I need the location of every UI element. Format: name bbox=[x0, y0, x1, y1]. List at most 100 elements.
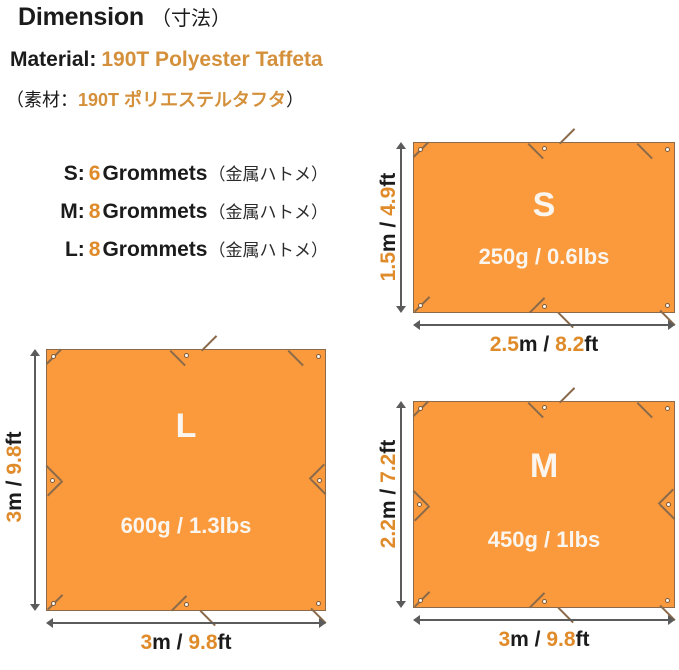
grommet-size-label: S: bbox=[63, 162, 85, 185]
arrow-cap-bottom-icon bbox=[29, 604, 40, 611]
grommet-reinforcement-icon bbox=[559, 128, 576, 145]
dim-value-meters: 3 bbox=[140, 631, 153, 654]
tarp-diagram-large: L 600g / 1.3lbs 3m / 9.8ft 3m / 9.8ft bbox=[0, 335, 350, 670]
dim-unit-meters: m bbox=[518, 333, 538, 356]
grommet-hole-icon bbox=[418, 147, 423, 152]
grommet-count: 6 bbox=[88, 162, 101, 185]
tarp-weight: 600g / 1.3lbs bbox=[120, 513, 252, 538]
dim-value-meters: 1.5 bbox=[377, 252, 400, 282]
list-item: S: 6Grommets（金属ハトメ） bbox=[0, 155, 340, 193]
grommet-hole-icon bbox=[183, 353, 189, 358]
dim-value-feet: 7.2 bbox=[377, 453, 400, 483]
dim-value-meters: 3 bbox=[498, 628, 511, 651]
grommet-hole-icon bbox=[317, 477, 322, 483]
arrow-line bbox=[400, 148, 402, 307]
grommet-hole-icon bbox=[665, 147, 670, 152]
arrow-cap-bottom-icon bbox=[395, 601, 406, 608]
dim-separator: / bbox=[377, 215, 400, 234]
dimension-arrow-vertical-small bbox=[394, 142, 408, 313]
arrow-cap-bottom-icon bbox=[395, 306, 406, 313]
dim-value-meters: 2.5 bbox=[489, 333, 519, 356]
dim-separator: / bbox=[3, 474, 26, 493]
dimension-label-width-medium: 3m / 9.8ft bbox=[413, 628, 675, 652]
grommet-hole-icon bbox=[541, 405, 547, 410]
grommet-hole-icon bbox=[665, 598, 670, 603]
dimension-label-height-small: 1.5m / 4.9ft bbox=[377, 152, 401, 302]
tarp-label-group-large: L 600g / 1.3lbs bbox=[47, 350, 325, 610]
grommet-size-label: M: bbox=[60, 200, 85, 223]
grommet-hole-icon bbox=[417, 502, 422, 507]
material-jp-accent: 190T ポリエステルタフタ bbox=[78, 90, 287, 110]
arrow-cap-top-icon bbox=[395, 142, 406, 149]
dimension-label-width-large: 3m / 9.8ft bbox=[46, 631, 326, 655]
dimension-arrow-horizontal-small bbox=[413, 318, 675, 332]
dim-value-feet: 9.8 bbox=[188, 631, 218, 654]
grommet-reinforcement-icon bbox=[201, 335, 218, 352]
tarp-shape-medium: M 450g / 1lbs bbox=[412, 387, 676, 624]
dim-value-feet: 8.2 bbox=[555, 333, 585, 356]
dim-unit-meters: m bbox=[510, 628, 529, 651]
grommet-hole-icon bbox=[183, 602, 189, 607]
dim-unit-feet: ft bbox=[377, 172, 400, 187]
dim-separator: / bbox=[537, 333, 556, 356]
specification-text-block: Dimension （寸法） Material: 190T Polyester Ta… bbox=[0, 0, 400, 290]
arrow-cap-right-icon bbox=[668, 319, 675, 330]
grommet-hole-icon bbox=[665, 406, 670, 411]
tarp-size-letter: S bbox=[532, 185, 556, 224]
dimension-arrow-vertical-large bbox=[28, 349, 42, 611]
arrow-line bbox=[419, 324, 669, 326]
dimension-arrow-horizontal-medium bbox=[413, 613, 675, 627]
grommet-word-japanese: （金属ハトメ） bbox=[208, 241, 328, 260]
arrow-cap-top-icon bbox=[395, 401, 406, 408]
grommet-hole-icon bbox=[418, 406, 423, 411]
dim-unit-meters: m bbox=[3, 492, 26, 511]
dimension-label-width-small: 2.5m / 8.2ft bbox=[413, 333, 675, 357]
material-jp-prefix: （素材： bbox=[6, 90, 78, 110]
dim-value-feet: 4.9 bbox=[377, 186, 400, 216]
arrow-line bbox=[52, 622, 320, 624]
arrow-cap-left-icon bbox=[413, 614, 420, 625]
tarp-size-letter: L bbox=[175, 407, 197, 445]
arrow-cap-left-icon bbox=[413, 319, 420, 330]
tarp-shape-small: S 250g / 0.6lbs bbox=[412, 128, 676, 329]
dim-unit-meters: m bbox=[152, 631, 171, 654]
arrow-cap-left-icon bbox=[46, 617, 53, 628]
grommet-reinforcement-icon bbox=[559, 387, 576, 404]
grommet-count: 8 bbox=[88, 200, 101, 223]
arrow-line bbox=[34, 355, 36, 605]
dim-separator: / bbox=[377, 482, 400, 501]
dimension-label-height-large: 3m / 9.8ft bbox=[3, 402, 27, 552]
dimension-arrow-vertical-medium bbox=[394, 401, 408, 608]
grommet-hole-icon bbox=[418, 303, 423, 308]
tarp-label-group-medium: M 450g / 1lbs bbox=[414, 402, 674, 607]
dim-unit-feet: ft bbox=[575, 628, 590, 651]
dim-value-meters: 2.2 bbox=[377, 519, 400, 549]
material-value: 190T Polyester Taffeta bbox=[101, 48, 323, 71]
grommet-hole-icon bbox=[50, 477, 55, 483]
dim-unit-feet: ft bbox=[217, 631, 232, 654]
arrow-cap-right-icon bbox=[668, 614, 675, 625]
grommet-count: 8 bbox=[88, 238, 101, 261]
arrow-line bbox=[419, 619, 669, 621]
arrow-cap-right-icon bbox=[319, 617, 326, 628]
list-item: M: 8Grommets（金属ハトメ） bbox=[0, 193, 340, 231]
grommet-word: Grommets bbox=[102, 238, 208, 261]
arrow-cap-top-icon bbox=[29, 349, 40, 356]
tarp-label-group-small: S 250g / 0.6lbs bbox=[414, 143, 674, 312]
dim-unit-feet: ft bbox=[584, 333, 599, 356]
grommet-spec-list: S: 6Grommets（金属ハトメ） M: 8Grommets（金属ハトメ） L:… bbox=[0, 155, 340, 269]
list-item: L: 8Grommets（金属ハトメ） bbox=[0, 231, 340, 269]
arrow-line bbox=[400, 407, 402, 602]
tarp-diagram-small: S 250g / 0.6lbs 1.5m / 4.9ft 2.5m / 8.2f… bbox=[370, 128, 679, 360]
grommet-hole-icon bbox=[51, 601, 56, 606]
grommet-word-japanese: （金属ハトメ） bbox=[208, 203, 328, 222]
page-title: Dimension （寸法） bbox=[18, 2, 231, 32]
grommet-hole-icon bbox=[418, 598, 423, 603]
dimension-label-height-medium: 2.2m / 7.2ft bbox=[377, 419, 401, 569]
tarp-size-letter: M bbox=[529, 446, 559, 485]
grommet-word: Grommets bbox=[102, 162, 208, 185]
dim-separator: / bbox=[528, 628, 547, 651]
dim-unit-feet: ft bbox=[3, 431, 26, 446]
page-title-japanese: （寸法） bbox=[151, 8, 231, 30]
